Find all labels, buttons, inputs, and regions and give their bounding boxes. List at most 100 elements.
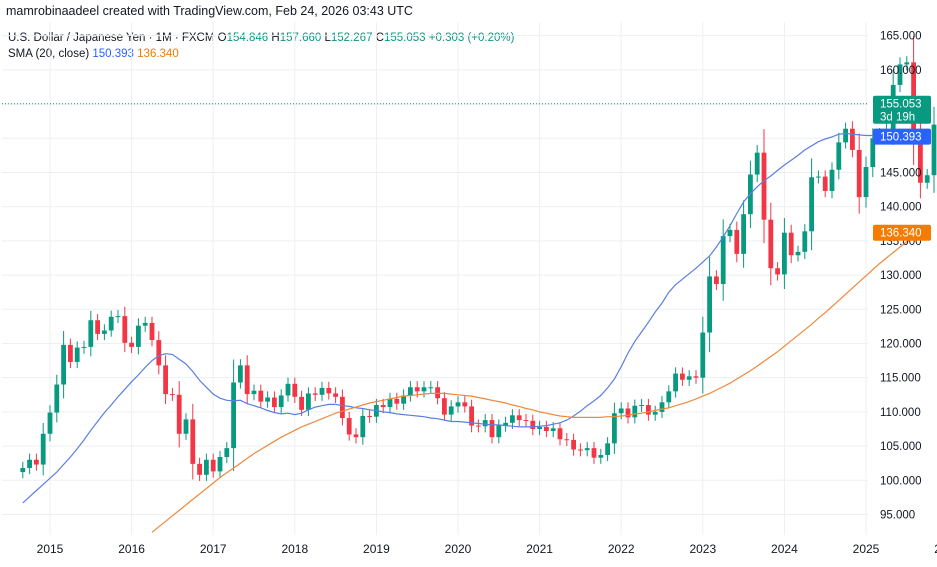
- candle: [700, 316, 706, 394]
- candle: [462, 396, 468, 413]
- sma-label[interactable]: SMA (20, close): [8, 48, 90, 60]
- candle: [714, 270, 719, 291]
- candle: [782, 218, 787, 289]
- candle: [571, 433, 576, 456]
- candle: [578, 443, 583, 457]
- year-tick: 2022: [608, 542, 635, 556]
- candle: [448, 400, 454, 421]
- low-value: 152.267: [330, 32, 373, 44]
- candle: [238, 359, 243, 389]
- close-value: 155.053: [383, 32, 426, 44]
- sma-fast-tag: 150.393: [873, 128, 931, 145]
- candle: [625, 402, 631, 424]
- candle: [442, 392, 447, 421]
- year-tick: 2021: [526, 542, 553, 556]
- candle: [163, 355, 168, 405]
- candle: [707, 256, 712, 353]
- candle: [244, 355, 250, 405]
- candle: [768, 202, 774, 286]
- sma-fast-line: [22, 132, 901, 504]
- time-axis[interactable]: 2015 2016 2017 2018 2019 2020 2021 2022 2023 2024…: [37, 542, 937, 556]
- candle: [81, 340, 87, 354]
- candle: [74, 341, 80, 369]
- candle: [720, 219, 726, 301]
- year-tick: 2015: [37, 542, 64, 556]
- chart-legend: U.S. Dollar / Japanese Yen · 1M · FXCM O…: [8, 30, 514, 62]
- candle: [646, 398, 651, 421]
- candle: [564, 433, 570, 447]
- candle: [897, 57, 903, 93]
- candle: [557, 422, 563, 446]
- candle: [435, 381, 440, 405]
- candle: [870, 128, 876, 178]
- candle: [122, 306, 128, 353]
- moving-averages: [22, 132, 921, 533]
- candle: [142, 316, 148, 332]
- candle: [27, 453, 32, 475]
- candle: [217, 450, 223, 478]
- candle: [741, 200, 746, 268]
- candle: [618, 402, 624, 420]
- svg-text:150.393: 150.393: [880, 132, 922, 144]
- svg-text:136.340: 136.340: [880, 228, 922, 240]
- candle: [380, 398, 386, 414]
- candle: [612, 402, 617, 454]
- candle: [102, 324, 107, 341]
- candle: [346, 411, 352, 441]
- candle: [829, 162, 835, 199]
- price-axis[interactable]: 95.000 100.000 105.000 110.000 115.000 120.00…: [880, 31, 922, 522]
- candle: [428, 381, 434, 394]
- price-tick: 125.000: [880, 304, 922, 316]
- candle: [129, 336, 134, 354]
- candle: [476, 419, 481, 433]
- candle: [856, 133, 862, 214]
- ohlc-row: U.S. Dollar / Japanese Yen · 1M · FXCM O…: [8, 30, 514, 46]
- symbol-title[interactable]: U.S. Dollar / Japanese Yen · 1M · FXCM: [8, 32, 215, 44]
- high-label: H: [271, 32, 280, 44]
- candle: [61, 330, 66, 399]
- candle: [299, 390, 304, 416]
- candle: [88, 310, 94, 357]
- sma-row: SMA (20, close) 150.393 136.340: [8, 46, 514, 62]
- candle: [523, 413, 529, 427]
- candle: [319, 381, 325, 401]
- candle: [822, 170, 828, 198]
- candle: [360, 408, 366, 445]
- candle: [176, 381, 182, 448]
- candle: [265, 391, 270, 408]
- candle: [639, 398, 644, 412]
- candle: [489, 413, 495, 444]
- price-tick: 120.000: [880, 338, 922, 350]
- candle: [761, 129, 767, 244]
- candle: [136, 318, 141, 355]
- candle: [496, 419, 502, 444]
- candle: [632, 399, 638, 424]
- candle: [47, 405, 53, 442]
- candle: [584, 441, 590, 457]
- sma-slow-value: 136.340: [137, 48, 179, 60]
- candle: [401, 389, 406, 410]
- candle: [788, 224, 794, 264]
- high-value: 157.660: [279, 32, 322, 44]
- open-value: 154.846: [226, 32, 269, 44]
- low-label: L: [324, 32, 331, 44]
- candle: [673, 367, 678, 398]
- candle: [795, 245, 801, 262]
- price-tick: 130.000: [880, 270, 922, 282]
- grid: [2, 22, 868, 535]
- price-tick: 100.000: [880, 475, 922, 487]
- candle: [95, 314, 100, 341]
- candle: [904, 56, 910, 71]
- candle: [272, 391, 277, 414]
- year-tick: 2023: [689, 542, 716, 556]
- candle: [170, 387, 175, 401]
- sma-fast-value: 150.393: [92, 48, 134, 60]
- candle: [156, 331, 162, 375]
- candle: [666, 385, 672, 409]
- candle: [652, 405, 658, 421]
- candle: [34, 453, 39, 471]
- sma-slow-tag: 136.340: [873, 224, 931, 241]
